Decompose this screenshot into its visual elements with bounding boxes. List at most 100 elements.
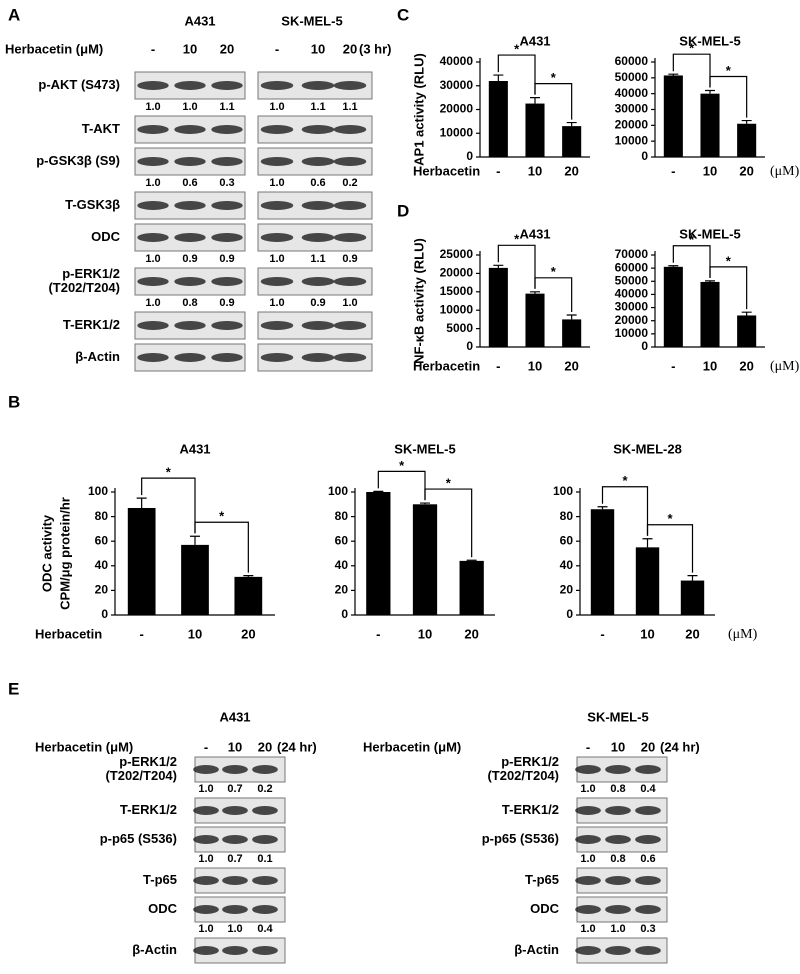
x-tick-label: 20: [241, 626, 255, 641]
band: [211, 157, 243, 166]
y-tick-label: 50000: [615, 273, 649, 287]
x-tick-label: -: [671, 163, 675, 178]
band: [211, 125, 243, 134]
cell-line: SK-MEL-5: [281, 13, 342, 28]
quantification: 1.0: [182, 101, 197, 113]
quantification: 1.0: [145, 297, 160, 309]
quantification: 1.1: [310, 253, 325, 265]
y-tick-label: 40000: [615, 86, 649, 100]
band: [605, 835, 631, 844]
band: [575, 806, 601, 815]
band: [137, 201, 169, 210]
band: [575, 905, 601, 914]
y-tick-label: 40000: [440, 54, 474, 68]
band: [252, 905, 278, 914]
bar: [525, 103, 545, 157]
y-tick-label: 60000: [615, 260, 649, 274]
band: [211, 277, 243, 286]
band: [635, 905, 661, 914]
y-tick-label: 0: [341, 607, 348, 621]
quantification: 0.9: [310, 297, 325, 309]
quantification: 1.0: [269, 253, 284, 265]
x-tick-label: -: [671, 358, 675, 373]
x-tick-label: 20: [564, 163, 578, 178]
band: [137, 125, 169, 134]
significance-label: *: [399, 458, 405, 473]
y-tick-label: 25000: [440, 247, 474, 261]
quantification: 0.9: [342, 253, 357, 265]
y-tick-label: 20000: [440, 102, 474, 116]
band: [575, 876, 601, 885]
row-label: T-ERK1/2: [502, 802, 559, 817]
lane-label: -: [151, 41, 155, 56]
quantification: 0.2: [257, 783, 272, 795]
significance-label: *: [551, 264, 557, 279]
quantification: 1.0: [342, 297, 357, 309]
band: [605, 905, 631, 914]
band: [211, 321, 243, 330]
error-bar: [566, 121, 577, 127]
bar: [562, 126, 582, 157]
unit-label: (μM): [770, 164, 800, 179]
significance-bracket: [534, 277, 573, 312]
band: [605, 876, 631, 885]
cell-line: SK-MEL-5: [587, 709, 648, 724]
chart-title: A431: [179, 441, 210, 456]
error-bar: [493, 264, 504, 268]
treatment-label: Herbacetin (μM): [35, 739, 133, 754]
band: [301, 157, 335, 166]
quantification: 1.0: [227, 923, 242, 935]
error-bar: [741, 311, 752, 316]
lane-label: -: [275, 41, 279, 56]
x-tick-label: -: [139, 626, 143, 641]
band: [174, 125, 206, 134]
row-label: ODC: [148, 901, 178, 916]
band: [137, 157, 169, 166]
error-bar: [642, 538, 653, 548]
error-bar: [243, 575, 254, 577]
lane-label: 20: [258, 739, 272, 754]
band: [222, 835, 248, 844]
y-axis-label: CPM/μg protein/hr: [57, 497, 72, 610]
band: [211, 201, 243, 210]
bar: [700, 93, 720, 157]
row-label: p-p65 (S536): [100, 831, 177, 846]
chart-title: SK-MEL-5: [394, 441, 455, 456]
quantification: 1.0: [580, 853, 595, 865]
band: [333, 277, 367, 286]
significance-bracket: [601, 486, 649, 536]
quantification: 0.2: [342, 177, 357, 189]
band: [333, 157, 367, 166]
quantification: 1.1: [219, 101, 234, 113]
band: [635, 806, 661, 815]
quantification: 1.0: [198, 923, 213, 935]
y-tick-label: 10000: [615, 133, 649, 147]
band: [174, 201, 206, 210]
row-label: β-Actin: [514, 942, 559, 957]
band: [252, 876, 278, 885]
x-axis-label: Herbacetin: [413, 358, 480, 373]
significance-label: *: [551, 70, 557, 85]
significance-bracket: [194, 521, 249, 573]
y-tick-label: 10000: [615, 326, 649, 340]
bar: [181, 544, 209, 615]
error-bar: [530, 291, 540, 294]
time-label: (3 hr): [359, 41, 392, 56]
row-label: p-ERK1/2: [501, 754, 559, 769]
significance-bracket: [497, 54, 536, 95]
row-label: (T202/T204): [487, 768, 559, 783]
significance-bracket: [646, 524, 694, 573]
error-bar: [136, 497, 147, 508]
y-tick-label: 10000: [440, 125, 474, 139]
significance-label: *: [726, 253, 732, 268]
significance-bracket: [534, 83, 573, 120]
y-tick-label: 30000: [440, 78, 474, 92]
x-tick-label: 10: [640, 626, 654, 641]
bar: [525, 293, 545, 347]
y-tick-label: 40000: [615, 287, 649, 301]
x-tick-label: 10: [703, 358, 717, 373]
band: [301, 321, 335, 330]
y-tick-label: 0: [641, 149, 648, 163]
y-axis-label: NF-κB activity (RLU): [411, 238, 426, 364]
quantification: 1.0: [198, 783, 213, 795]
